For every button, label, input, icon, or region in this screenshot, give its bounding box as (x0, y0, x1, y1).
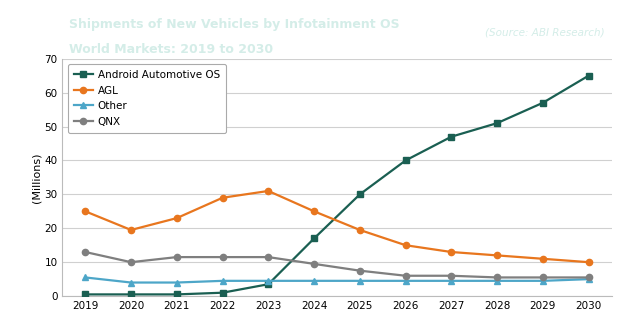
AGL (173, 216, 180, 220)
QNX (356, 269, 364, 273)
AGL (402, 243, 409, 247)
Other (82, 275, 89, 279)
Android Automotive OS (402, 159, 409, 163)
Android Automotive OS (127, 292, 135, 296)
Android Automotive OS (219, 291, 227, 295)
Android Automotive OS (539, 101, 547, 105)
Other (402, 279, 409, 283)
Other (219, 279, 227, 283)
AGL (219, 196, 227, 200)
QNX (219, 255, 227, 259)
AGL (494, 253, 501, 257)
Other (127, 281, 135, 285)
Other (310, 279, 318, 283)
Other (173, 281, 180, 285)
AGL (585, 260, 592, 264)
AGL (82, 209, 89, 213)
Legend: Android Automotive OS, AGL, Other, QNX: Android Automotive OS, AGL, Other, QNX (67, 64, 227, 133)
AGL (447, 250, 455, 254)
Other (447, 279, 455, 283)
Other (494, 279, 501, 283)
Text: Shipments of New Vehicles by Infotainment OS: Shipments of New Vehicles by Infotainmen… (69, 18, 399, 31)
Android Automotive OS (585, 74, 592, 78)
Line: QNX: QNX (82, 249, 592, 281)
QNX (127, 260, 135, 264)
Other (585, 277, 592, 281)
Y-axis label: (Millions): (Millions) (32, 152, 42, 203)
Android Automotive OS (447, 135, 455, 139)
Text: World Markets: 2019 to 2030: World Markets: 2019 to 2030 (69, 43, 273, 56)
QNX (585, 275, 592, 279)
QNX (173, 255, 180, 259)
AGL (265, 189, 272, 193)
Line: AGL: AGL (82, 188, 592, 265)
AGL (310, 209, 318, 213)
Other (539, 279, 547, 283)
Line: Other: Other (82, 274, 592, 286)
AGL (127, 228, 135, 232)
QNX (82, 250, 89, 254)
QNX (402, 274, 409, 278)
QNX (539, 275, 547, 279)
AGL (539, 257, 547, 261)
Android Automotive OS (356, 192, 364, 196)
QNX (447, 274, 455, 278)
Android Automotive OS (265, 282, 272, 286)
QNX (265, 255, 272, 259)
QNX (494, 275, 501, 279)
Line: Android Automotive OS: Android Automotive OS (82, 72, 592, 297)
Android Automotive OS (310, 237, 318, 240)
QNX (310, 262, 318, 266)
Other (265, 279, 272, 283)
Android Automotive OS (173, 292, 180, 296)
Other (356, 279, 364, 283)
Android Automotive OS (82, 292, 89, 296)
Text: (Source: ABI Research): (Source: ABI Research) (485, 28, 605, 38)
Android Automotive OS (494, 121, 501, 125)
AGL (356, 228, 364, 232)
